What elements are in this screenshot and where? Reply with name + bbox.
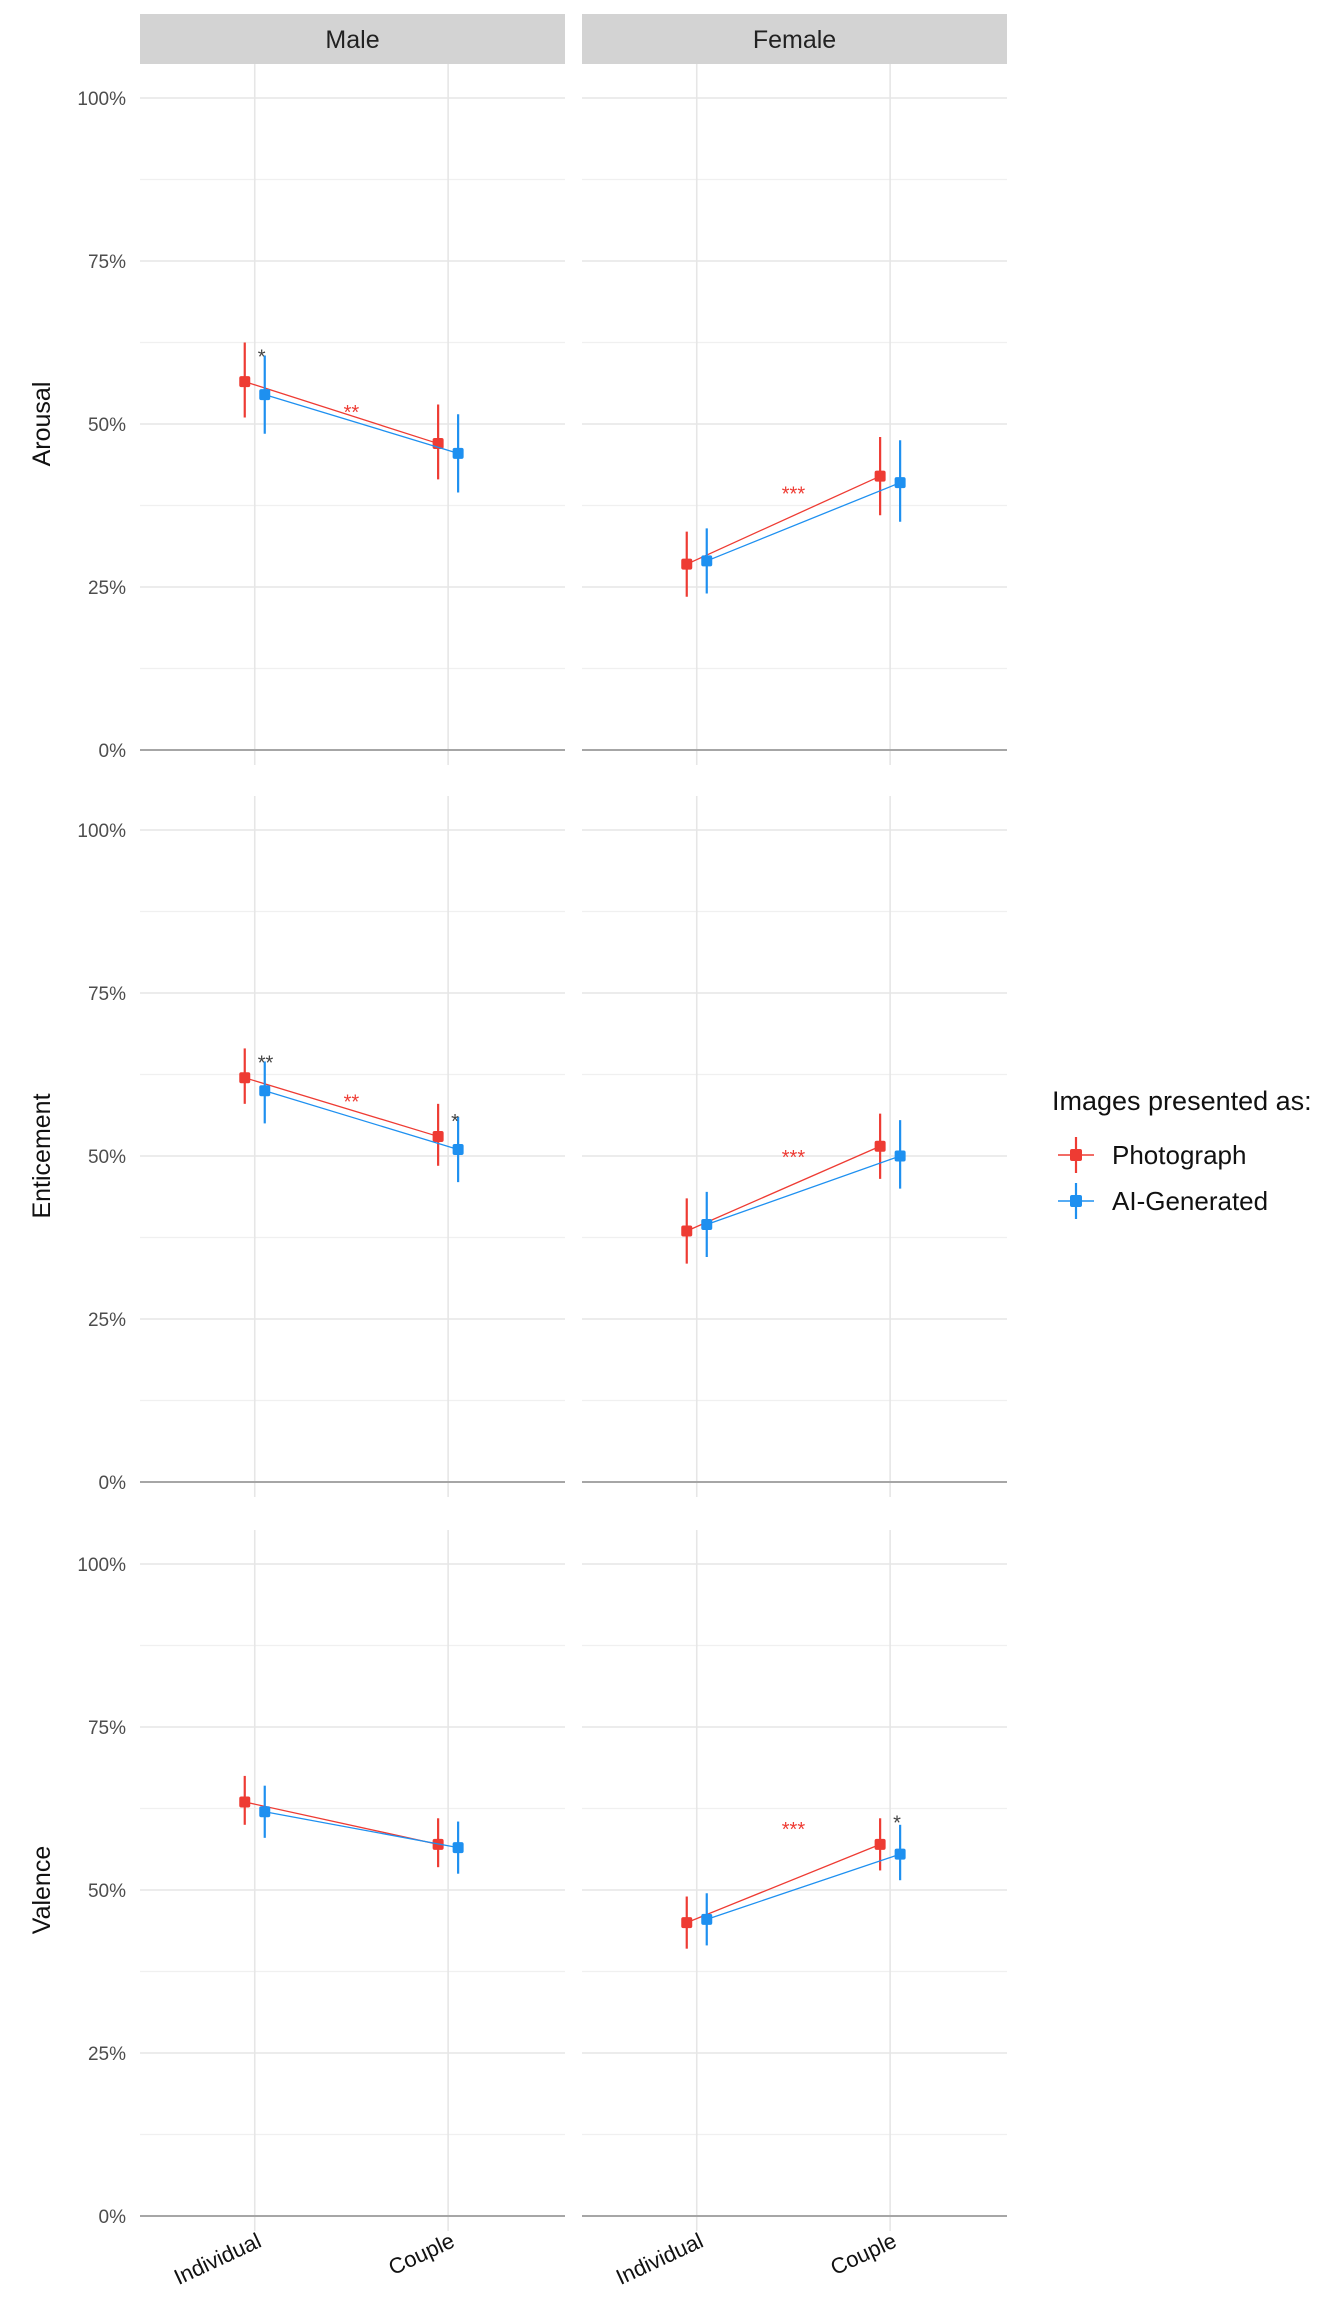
data-point	[894, 1150, 906, 1162]
data-point	[701, 1913, 713, 1925]
row-label-enticement: Enticement	[28, 1093, 56, 1218]
y-tick-label: 0%	[99, 741, 127, 762]
facet-strip-female	[582, 14, 1007, 64]
y-tick-label: 0%	[99, 1473, 127, 1494]
legend-entry-ai-generated: AI-Generated	[1112, 1186, 1268, 1216]
series-line-ai-generated	[706, 1853, 901, 1920]
significance-annotation: *	[893, 1813, 901, 1835]
data-point	[701, 1218, 713, 1230]
y-tick-label: 50%	[88, 1147, 126, 1168]
series-line-photograph	[686, 1145, 881, 1232]
data-point	[681, 558, 693, 570]
data-point	[259, 1806, 271, 1818]
data-point	[874, 1140, 886, 1152]
legend-entry-photograph: Photograph	[1112, 1140, 1246, 1170]
facet-strip-label: Male	[325, 26, 379, 54]
data-point	[894, 477, 906, 489]
significance-annotation: ***	[782, 1147, 806, 1169]
series-line-ai-generated	[706, 482, 901, 562]
data-point	[874, 1838, 886, 1850]
y-tick-label: 100%	[77, 1555, 126, 1576]
x-tick-label: Couple	[384, 2228, 458, 2280]
x-tick-label: Individual	[612, 2228, 707, 2290]
series-line-photograph	[244, 381, 439, 445]
data-point	[239, 1796, 251, 1808]
data-point	[239, 376, 251, 388]
legend-key-point	[1070, 1195, 1082, 1207]
legend-key-point	[1070, 1149, 1082, 1161]
row-label-arousal: Arousal	[28, 382, 56, 467]
data-point	[894, 1848, 906, 1860]
significance-annotation: **	[344, 1092, 360, 1114]
y-tick-label: 25%	[88, 578, 126, 599]
y-tick-label: 75%	[88, 252, 126, 273]
significance-annotation: *	[258, 347, 266, 369]
series-line-photograph	[686, 475, 881, 565]
y-tick-label: 50%	[88, 415, 126, 436]
y-tick-label: 75%	[88, 984, 126, 1005]
facet-strip-label: Female	[753, 26, 836, 54]
legend-title: Images presented as:	[1052, 1086, 1312, 1116]
x-tick-label: Couple	[826, 2228, 900, 2280]
data-point	[452, 1842, 464, 1854]
series-line-ai-generated	[264, 1090, 459, 1151]
series-line-photograph	[686, 1843, 881, 1924]
data-point	[681, 1225, 693, 1237]
y-tick-label: 75%	[88, 1718, 126, 1739]
series-line-ai-generated	[264, 1811, 459, 1849]
series-line-photograph	[244, 1077, 439, 1138]
data-point	[681, 1917, 693, 1929]
significance-annotation: **	[344, 402, 360, 424]
y-tick-label: 25%	[88, 2044, 126, 2065]
data-point	[239, 1072, 251, 1084]
significance-annotation: ***	[782, 483, 806, 505]
data-point	[701, 555, 713, 567]
facet-strip-male	[140, 14, 565, 64]
x-tick-label: Individual	[170, 2228, 265, 2290]
row-label-valence: Valence	[28, 1846, 56, 1935]
series-line-ai-generated	[706, 1155, 901, 1226]
y-tick-label: 25%	[88, 1310, 126, 1331]
series-line-ai-generated	[264, 394, 459, 454]
significance-annotation: **	[258, 1052, 274, 1074]
data-point	[452, 1143, 464, 1155]
significance-annotation: ***	[782, 1819, 806, 1841]
y-tick-label: 0%	[99, 2207, 127, 2228]
y-tick-label: 100%	[77, 821, 126, 842]
data-point	[874, 470, 886, 482]
data-point	[259, 389, 271, 401]
data-point	[259, 1085, 271, 1097]
data-point	[452, 447, 464, 459]
data-point	[432, 1130, 444, 1142]
y-tick-label: 50%	[88, 1881, 126, 1902]
y-tick-label: 100%	[77, 89, 126, 110]
significance-annotation: *	[451, 1111, 459, 1133]
